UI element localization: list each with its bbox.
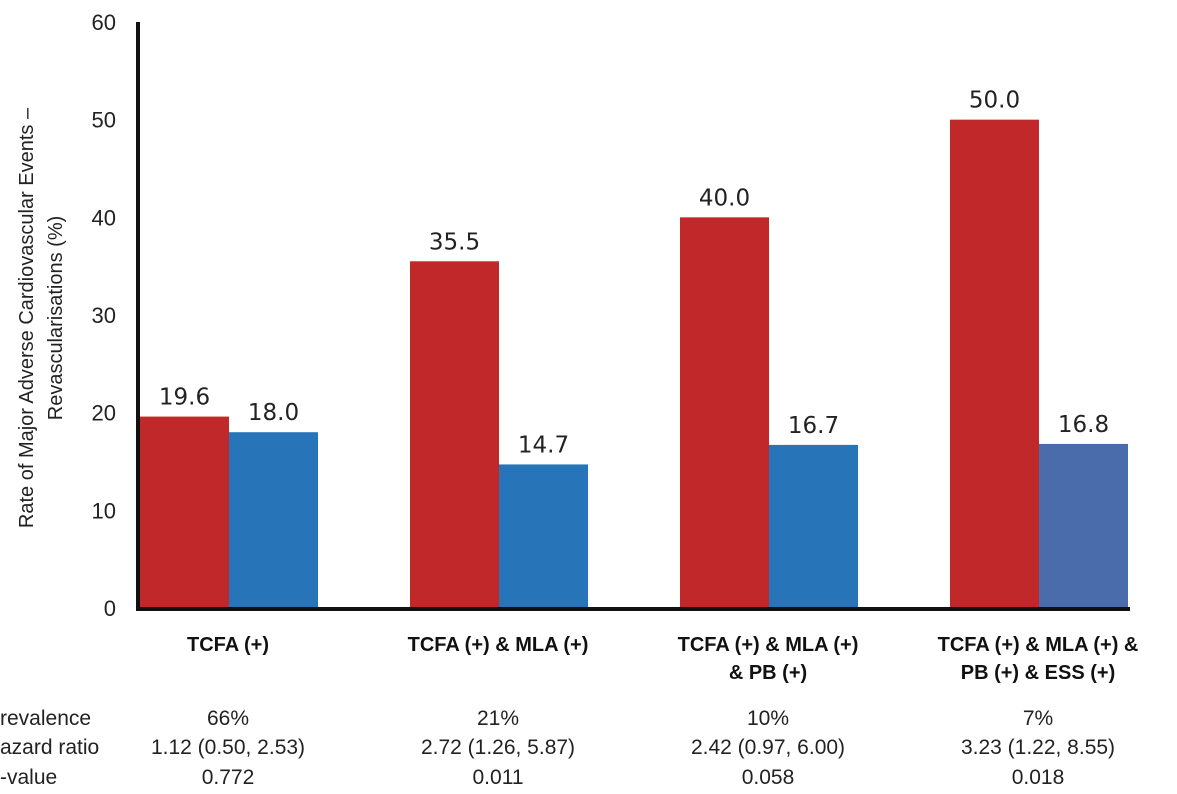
stats-value: 10%: [747, 707, 789, 730]
bar-series2-1: [229, 432, 318, 608]
y-tick-label: 0: [104, 596, 116, 621]
y-tick-label: 20: [92, 401, 116, 426]
data-label: 18.0: [248, 400, 299, 426]
y-axis-title-line2: Revascularisations (%): [45, 216, 67, 421]
y-tick-label: 10: [92, 498, 116, 523]
data-label: 40.0: [699, 185, 750, 211]
bar-series1-4: [950, 119, 1039, 609]
stats-row-label: revalence: [0, 707, 91, 730]
stats-row-label: azard ratio: [0, 736, 99, 759]
data-label: 19.6: [159, 385, 210, 411]
stats-value: 66%: [207, 707, 249, 730]
y-tick-label: 30: [92, 303, 116, 328]
stats-value: 0.011: [473, 766, 524, 789]
data-label: 16.7: [788, 413, 839, 439]
y-tick-label: 40: [92, 205, 116, 230]
bar-series2-4: [1039, 443, 1128, 608]
category-label: TCFA (+) & MLA (+) &: [938, 634, 1139, 656]
y-axis-title-line1: Rate of Major Adverse Cardiovascular Eve…: [16, 107, 38, 528]
bar-series2-2: [499, 464, 588, 608]
category-label: PB (+) & ESS (+): [961, 662, 1115, 684]
data-label: 16.8: [1058, 412, 1109, 438]
data-label: 50.0: [969, 88, 1020, 114]
y-tick-label: 50: [92, 108, 116, 133]
data-label: 35.5: [429, 229, 480, 255]
bar-series1-2: [410, 261, 499, 608]
stats-value: 0.018: [1012, 766, 1065, 789]
stats-value: 0.772: [202, 766, 255, 789]
stats-value: 0.058: [742, 766, 795, 789]
stats-row-label: -value: [0, 766, 57, 789]
bar-series1-1: [140, 416, 229, 608]
category-label: TCFA (+): [187, 634, 269, 656]
stats-value: 1.12 (0.50, 2.53): [151, 736, 305, 759]
category-label: TCFA (+) & MLA (+): [678, 634, 859, 656]
category-label: & PB (+): [729, 662, 807, 684]
stats-value: 7%: [1023, 707, 1053, 730]
y-tick-label: 60: [92, 10, 116, 35]
category-label: TCFA (+) & MLA (+): [408, 634, 589, 656]
bar-series2-3: [769, 444, 858, 608]
data-label: 14.7: [518, 432, 569, 458]
stats-value: 3.23 (1.22, 8.55): [961, 736, 1115, 759]
stats-value: 21%: [477, 707, 519, 730]
stats-value: 2.42 (0.97, 6.00): [691, 736, 845, 759]
stats-value: 2.72 (1.26, 5.87): [421, 736, 575, 759]
bar-series1-3: [680, 217, 769, 609]
